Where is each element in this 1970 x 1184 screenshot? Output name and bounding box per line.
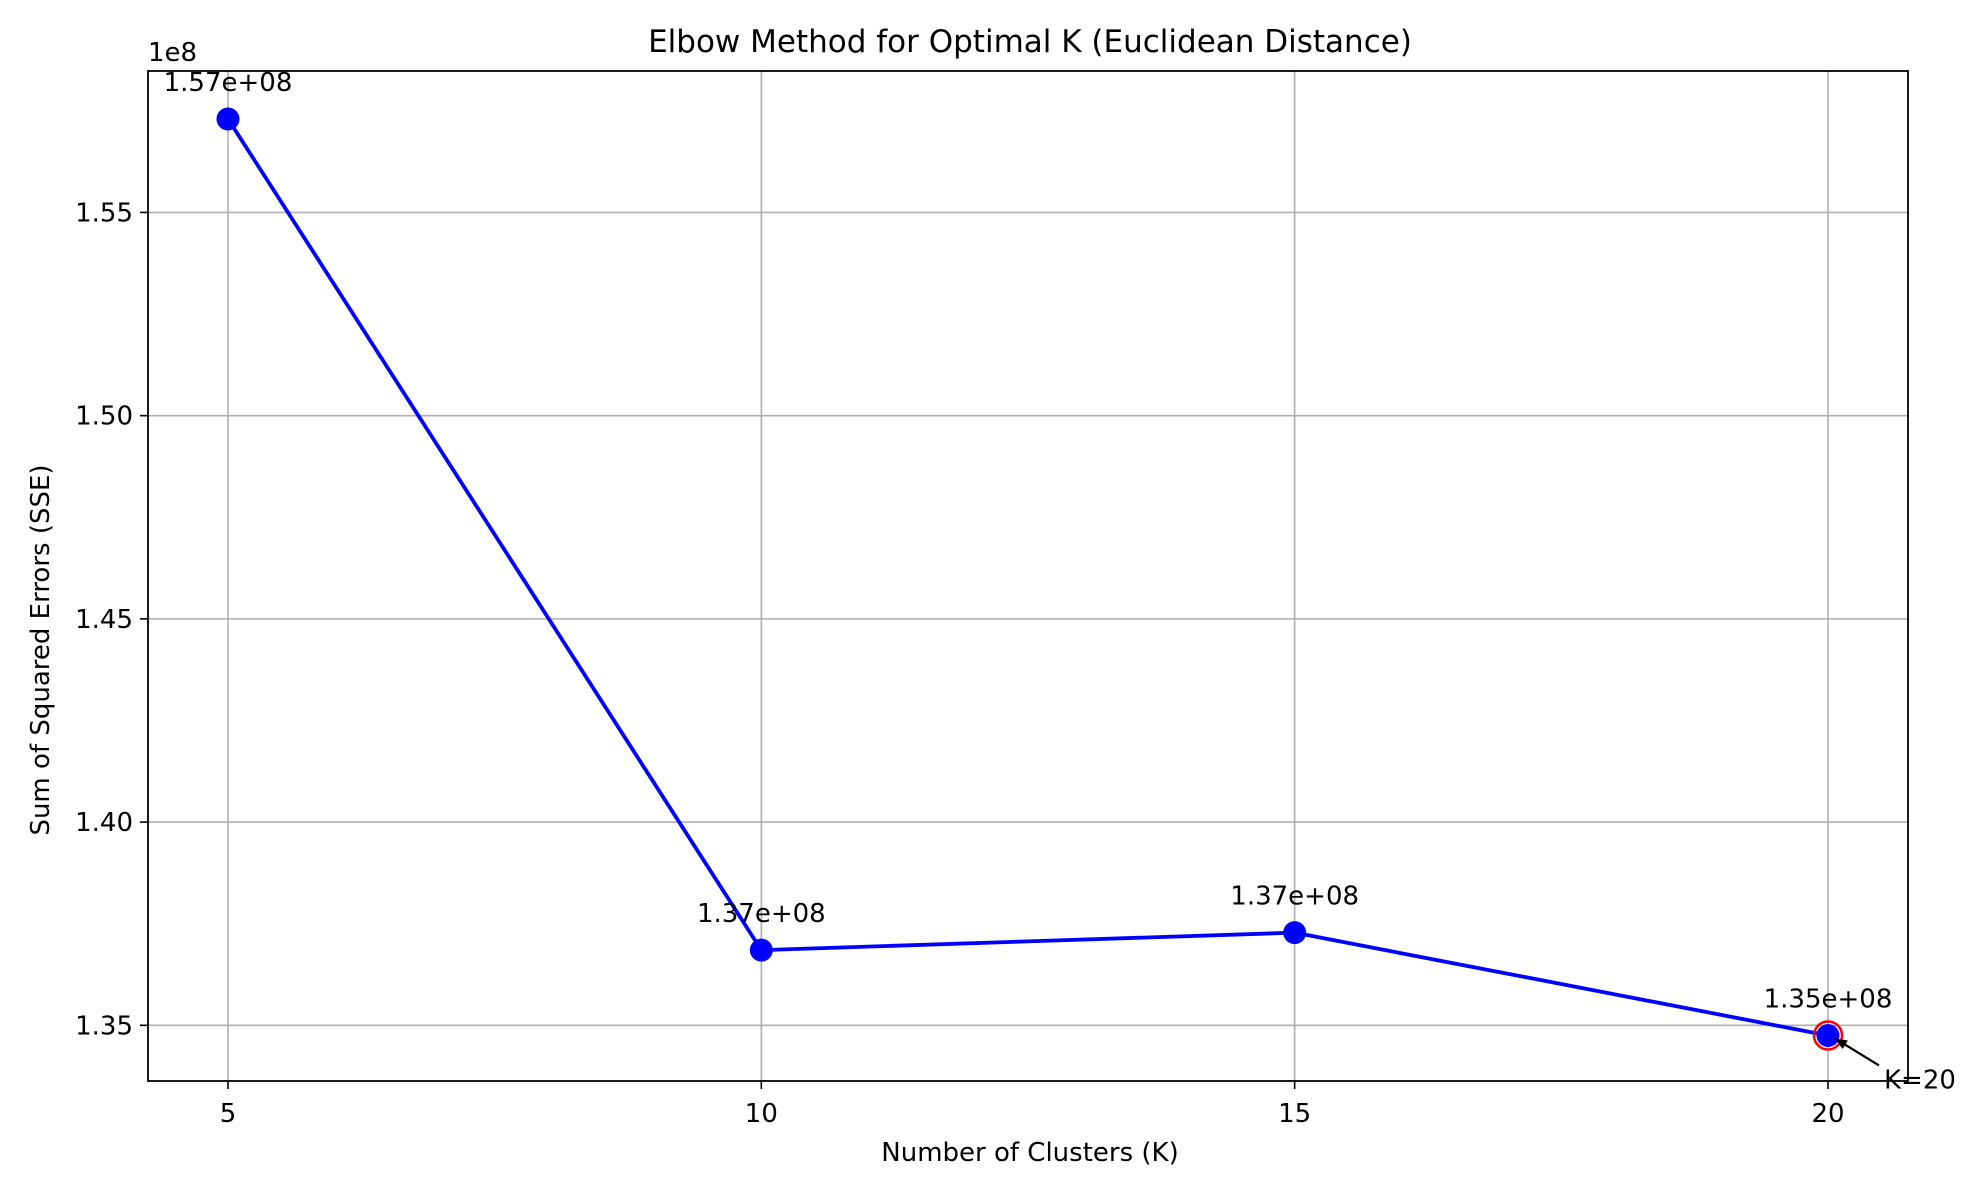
x-tick-label: 20 — [1811, 1099, 1844, 1129]
y-tick-label: 1.35 — [75, 1011, 133, 1041]
data-label: 1.37e+08 — [697, 899, 826, 929]
data-point — [1283, 921, 1307, 945]
series-line-layer — [216, 107, 1844, 1051]
x-axis-label: Number of Clusters (K) — [881, 1138, 1178, 1168]
data-label-layer: 1.57e+08 1.37e+08 1.37e+08 1.35e+08 — [164, 68, 1893, 1015]
y-tick-label: 1.45 — [75, 605, 133, 635]
series-line — [226, 117, 1829, 1038]
tick-layer: 5 10 15 20 1.35 1.40 1.45 1.50 1.55 — [75, 198, 1844, 1129]
x-tick-label: 10 — [745, 1099, 778, 1129]
optimal-k-highlight — [1812, 1020, 1844, 1051]
axes-frame — [147, 70, 1909, 1082]
data-point — [1816, 1023, 1840, 1047]
grid-lines — [148, 71, 1908, 1081]
data-point — [216, 107, 240, 131]
x-tick-label: 15 — [1278, 1099, 1311, 1129]
annotation-arrow-head — [1835, 1038, 1848, 1050]
y-tick-label: 1.40 — [75, 808, 133, 838]
x-tick-label: 5 — [220, 1099, 237, 1129]
y-tick-label: 1.50 — [75, 402, 133, 432]
data-label: 1.37e+08 — [1230, 882, 1359, 912]
data-label: 1.57e+08 — [164, 68, 293, 98]
annotation-text: K=20 — [1884, 1065, 1956, 1095]
data-label: 1.35e+08 — [1764, 984, 1893, 1014]
chart-title: Elbow Method for Optimal K (Euclidean Di… — [648, 24, 1412, 60]
y-axis-label: Sum of Squared Errors (SSE) — [26, 464, 56, 835]
y-offset-label: 1e8 — [148, 38, 197, 68]
data-point — [749, 938, 773, 962]
y-tick-label: 1.55 — [75, 198, 133, 228]
annotation-layer: K=20 — [1834, 1037, 1956, 1095]
